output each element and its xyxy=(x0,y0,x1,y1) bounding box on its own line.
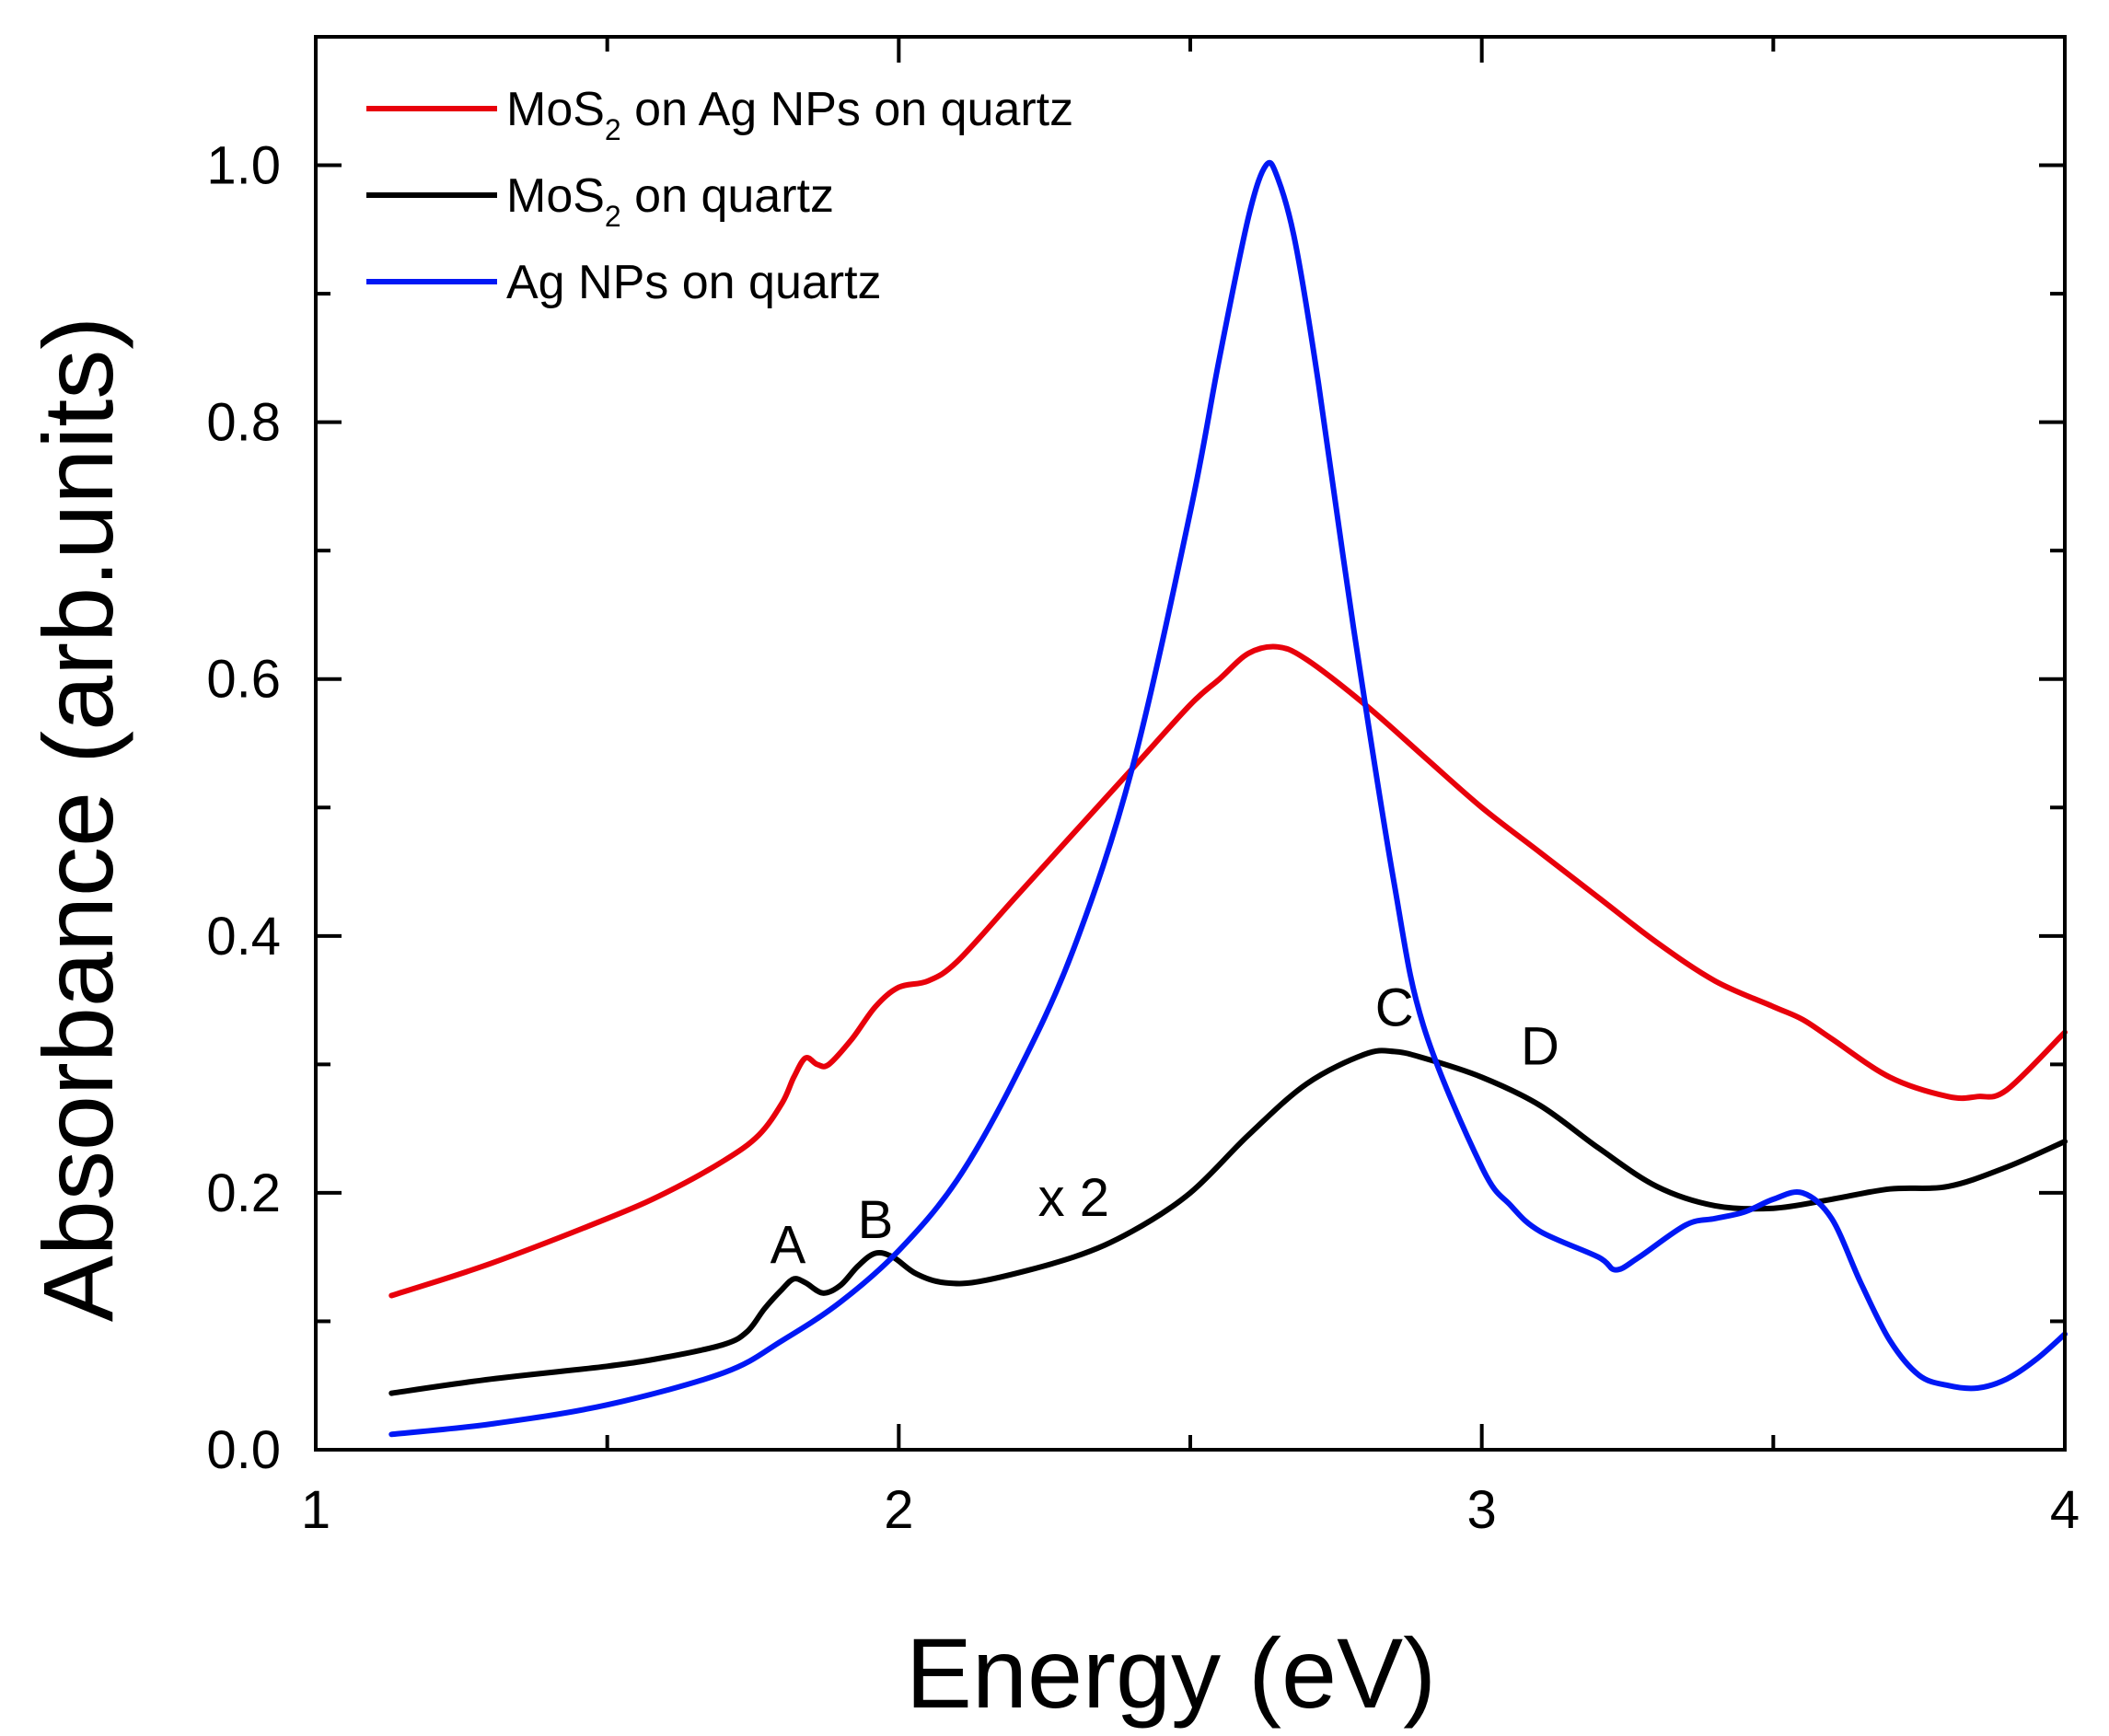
x-tick-label: 2 xyxy=(884,1480,913,1540)
y-axis-title: Absorbance (arb.units) xyxy=(22,317,133,1323)
y-tick-label: 0.0 xyxy=(206,1420,281,1480)
annotation-c: C xyxy=(1375,978,1414,1038)
legend-label-main: MoS xyxy=(506,169,605,223)
x-tick-label: 3 xyxy=(1467,1480,1497,1540)
legend-label-subscript: 2 xyxy=(605,113,621,146)
series-layer xyxy=(388,159,2068,1438)
x-tick-label: 1 xyxy=(301,1480,330,1540)
series-line-mos2-on-ag-nps-on-quartz xyxy=(388,643,2068,1299)
y-tick-label: 0.4 xyxy=(206,907,281,966)
annotation-x2: x 2 xyxy=(1038,1168,1109,1228)
x-tick-label: 4 xyxy=(2050,1480,2080,1540)
legend-label-2: Ag NPs on quartz xyxy=(506,256,882,309)
legend-label-main: Ag NPs on quartz xyxy=(506,256,882,309)
annotation-b: B xyxy=(858,1190,894,1250)
y-tick-label: 0.8 xyxy=(206,393,281,453)
y-tick-label: 0.6 xyxy=(206,650,281,710)
series-line-mos2-on-quartz xyxy=(388,1047,2068,1396)
legend-label-main: MoS xyxy=(506,83,605,136)
legend-label-0: MoS2 on Ag NPs on quartz xyxy=(506,83,1073,146)
legend-label-1: MoS2 on quartz xyxy=(506,169,834,233)
legend-label-subscript: 2 xyxy=(605,200,621,233)
annotation-d: D xyxy=(1521,1016,1559,1076)
x-axis-title: Energy (eV) xyxy=(906,1617,1436,1729)
series-line-ag-nps-on-quartz xyxy=(388,159,2068,1438)
y-tick-label: 0.2 xyxy=(206,1163,281,1223)
axes-layer: 1 2 3 4 0.0 0.2 0.4 0.6 0.8 1.0 xyxy=(206,35,2080,1540)
annotation-a: A xyxy=(771,1216,806,1276)
plot-frame xyxy=(314,35,2067,1452)
legend-label-rest: on Ag NPs on quartz xyxy=(621,83,1073,136)
legend-label-rest: on quartz xyxy=(621,169,834,223)
y-tick-label: 1.0 xyxy=(206,136,281,196)
